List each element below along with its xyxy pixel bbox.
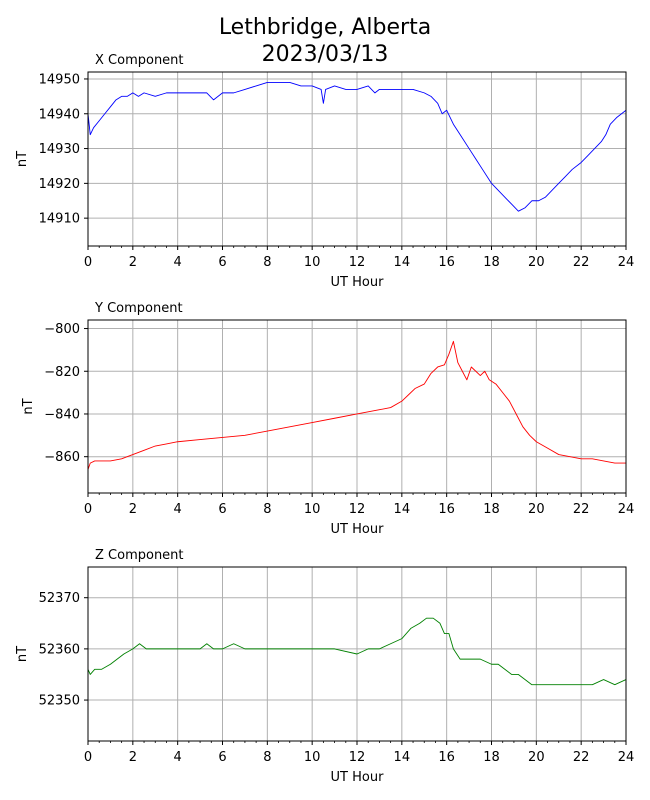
x-tick-label: 24 <box>618 255 635 270</box>
x-tick-label: 22 <box>573 750 590 765</box>
x-tick-label: 16 <box>438 502 455 517</box>
figure-title-line1: Lethbridge, Alberta <box>219 15 431 40</box>
panel-title: Z Component <box>95 548 184 563</box>
x-tick-label: 20 <box>528 750 545 765</box>
y-tick-label: 14930 <box>39 142 80 157</box>
x-tick-label: 0 <box>84 255 92 270</box>
x-tick-label: 12 <box>349 255 366 270</box>
x-tick-label: 10 <box>304 502 321 517</box>
series-line <box>87 340 626 470</box>
y-tick-label: 14950 <box>39 72 80 87</box>
x-tick-label: 14 <box>394 502 411 517</box>
x-tick-label: 2 <box>129 255 137 270</box>
x-tick-label: 12 <box>349 502 366 517</box>
x-tick-label: 18 <box>483 750 500 765</box>
x-tick-label: 4 <box>174 502 182 517</box>
x-tick-label: 4 <box>174 750 182 765</box>
x-axis-label: UT Hour <box>331 275 385 290</box>
x-tick-label: 20 <box>528 502 545 517</box>
series-line <box>87 617 627 686</box>
chart-panel-1: 0 2 4 6 8 10 12 14 16 18 20 22 241491014920149301494… <box>15 53 634 290</box>
x-tick-label: 10 <box>304 255 321 270</box>
x-tick-label: 22 <box>573 255 590 270</box>
x-tick-label: 10 <box>304 750 321 765</box>
x-tick-label: 4 <box>174 255 182 270</box>
panel-title: Y Component <box>94 301 183 316</box>
x-tick-label: 8 <box>263 255 271 270</box>
panel-title: X Component <box>95 53 184 68</box>
y-tick-label: −800 <box>44 322 80 337</box>
y-tick-label: 14910 <box>39 212 80 227</box>
y-axis-label: nT <box>21 398 36 414</box>
y-tick-label: 14920 <box>39 177 80 192</box>
x-tick-label: 2 <box>129 750 137 765</box>
x-tick-label: 16 <box>438 255 455 270</box>
x-tick-label: 2 <box>129 502 137 517</box>
y-tick-label: −860 <box>44 450 80 465</box>
x-tick-label: 6 <box>218 255 226 270</box>
x-tick-label: 20 <box>528 255 545 270</box>
x-axis-label: UT Hour <box>331 522 385 537</box>
x-tick-label: 0 <box>84 502 92 517</box>
y-tick-label: 52370 <box>39 591 80 606</box>
x-tick-label: 8 <box>263 750 271 765</box>
series-line <box>87 81 627 212</box>
y-axis-label: nT <box>15 646 30 662</box>
x-tick-label: 16 <box>438 750 455 765</box>
x-tick-label: 18 <box>483 255 500 270</box>
y-tick-label: −840 <box>44 407 80 422</box>
x-tick-label: 12 <box>349 750 366 765</box>
x-tick-label: 0 <box>84 750 92 765</box>
x-tick-label: 24 <box>618 502 635 517</box>
y-tick-label: 52350 <box>39 694 80 709</box>
x-tick-label: 18 <box>483 502 500 517</box>
y-tick-label: 52360 <box>39 642 80 657</box>
figure-title-line2: 2023/03/13 <box>262 42 389 67</box>
x-axis-label: UT Hour <box>331 770 385 785</box>
y-tick-label: −820 <box>44 365 80 380</box>
x-tick-label: 8 <box>263 502 271 517</box>
x-tick-label: 14 <box>394 750 411 765</box>
x-tick-label: 24 <box>618 750 635 765</box>
y-tick-label: 14940 <box>39 107 80 122</box>
x-tick-label: 22 <box>573 502 590 517</box>
y-axis-label: nT <box>15 151 30 167</box>
x-tick-label: 6 <box>218 750 226 765</box>
x-tick-label: 6 <box>218 502 226 517</box>
x-tick-label: 14 <box>394 255 411 270</box>
